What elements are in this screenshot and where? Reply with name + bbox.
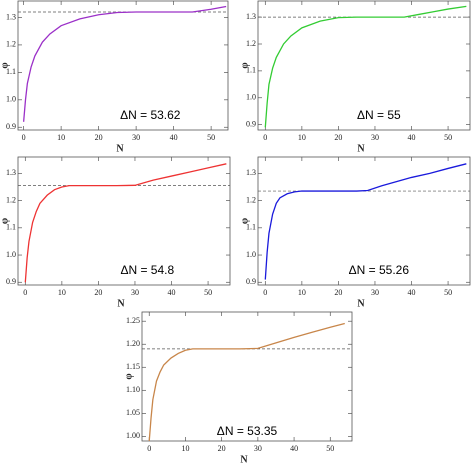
y-tick-label: 1.20: [126, 339, 140, 348]
x-tick-label: 0: [22, 133, 26, 142]
x-tick-label: 20: [95, 133, 103, 142]
x-tick-label: 10: [58, 288, 66, 297]
annotation: ΔN = 55.26: [349, 263, 410, 277]
x-tick-label: 50: [326, 444, 334, 453]
x-axis-label: N: [357, 298, 365, 309]
data-line: [22, 5, 227, 122]
y-tick-label: 1.1: [6, 223, 16, 232]
data-line: [264, 5, 467, 128]
x-tick-label: 30: [371, 288, 379, 297]
y-axis-label: φ: [239, 62, 250, 68]
annotation: ΔN = 53.35: [217, 424, 278, 438]
y-axis-label: φ: [0, 62, 10, 68]
x-tick-label: 30: [131, 288, 139, 297]
x-tick-label: 0: [23, 288, 27, 297]
y-tick-label: 1.2: [246, 39, 256, 48]
y-tick-label: 1.25: [126, 316, 140, 325]
x-tick-label: 40: [408, 288, 416, 297]
data-line: [24, 163, 227, 283]
y-tick-label: 1.2: [246, 195, 256, 204]
x-tick-label: 10: [298, 288, 306, 297]
x-axis-label: N: [357, 143, 365, 154]
x-tick-label: 40: [170, 133, 178, 142]
plot-frame: [17, 0, 229, 131]
y-tick-label: 1.1: [246, 66, 256, 75]
plot-frame: [257, 0, 471, 131]
x-axis-label: N: [240, 454, 248, 464]
y-tick-label: 1.3: [246, 168, 256, 177]
plot-frame: [141, 311, 353, 442]
x-tick-label: 20: [334, 288, 342, 297]
x-tick-label: 50: [204, 288, 212, 297]
x-tick-label: 10: [181, 444, 189, 453]
y-tick-label: 1.00: [126, 431, 140, 440]
x-tick-label: 10: [298, 133, 306, 142]
plot-frame: [257, 156, 471, 286]
y-tick-label: 1.2: [6, 40, 16, 49]
x-axis-label: N: [116, 143, 124, 154]
y-tick-label: 1.3: [246, 12, 256, 21]
y-tick-label: 1.1: [6, 67, 16, 76]
chart-panel: 0.9 1.0 1.1 1.2 1.3 0 10 20 30 40 50 ΔN = 55 Nφ: [239, 0, 471, 154]
x-tick-label: 20: [334, 133, 342, 142]
y-tick-label: 1.0: [6, 250, 16, 259]
y-tick-label: 1.0: [6, 95, 16, 104]
x-tick-label: 50: [444, 133, 452, 142]
chart-panel: 0.9 1.0 1.1 1.2 1.3 0 10 20 30 40 50 ΔN = 55.26 Nφ: [239, 156, 471, 309]
y-axis-label: φ: [0, 218, 10, 224]
x-tick-label: 0: [147, 444, 151, 453]
y-tick-label: 0.9: [246, 119, 256, 128]
x-tick-label: 20: [94, 288, 102, 297]
x-tick-label: 10: [57, 133, 65, 142]
y-axis-label: φ: [239, 218, 250, 224]
y-tick-label: 1.0: [246, 93, 256, 102]
x-tick-label: 0: [263, 288, 267, 297]
x-tick-label: 30: [132, 133, 140, 142]
x-axis-label: N: [117, 298, 125, 309]
x-tick-label: 0: [263, 133, 267, 142]
annotation: ΔN = 53.62: [120, 108, 181, 122]
y-tick-label: 0.9: [6, 277, 16, 286]
x-tick-label: 40: [168, 288, 176, 297]
y-tick-label: 1.05: [126, 408, 140, 417]
annotation: ΔN = 55: [357, 108, 401, 122]
chart-panel: 0.9 1.0 1.1 1.2 1.3 0 10 20 30 40 50 ΔN = 54.8 Nφ: [0, 156, 231, 309]
x-tick-label: 30: [254, 444, 262, 453]
x-tick-label: 50: [207, 133, 215, 142]
y-tick-label: 1.2: [6, 195, 16, 204]
plot-frame: [17, 156, 231, 286]
chart-panel: 1.00 1.05 1.10 1.15 1.20 1.25 0 10 20 30 40 50 ΔN = …: [123, 311, 353, 464]
y-tick-label: 1.3: [6, 168, 16, 177]
y-tick-label: 0.9: [246, 277, 256, 286]
data-line: [264, 163, 467, 280]
x-tick-label: 50: [444, 288, 452, 297]
data-line: [148, 322, 345, 442]
y-tick-label: 1.0: [246, 250, 256, 259]
y-tick-label: 1.1: [246, 223, 256, 232]
x-tick-label: 40: [408, 133, 416, 142]
x-tick-label: 40: [290, 444, 298, 453]
y-tick-label: 1.3: [6, 12, 16, 21]
y-tick-label: 1.15: [126, 362, 140, 371]
y-axis-label: φ: [123, 373, 134, 379]
annotation: ΔN = 54.8: [120, 263, 174, 277]
x-tick-label: 30: [371, 133, 379, 142]
chart-panel: 0.9 1.0 1.1 1.2 1.3 0 10 20 30 40 50 ΔN = 53.62 Nφ: [0, 0, 229, 154]
y-tick-label: 1.10: [126, 385, 140, 394]
x-tick-label: 20: [218, 444, 226, 453]
y-tick-label: 0.9: [6, 122, 16, 131]
